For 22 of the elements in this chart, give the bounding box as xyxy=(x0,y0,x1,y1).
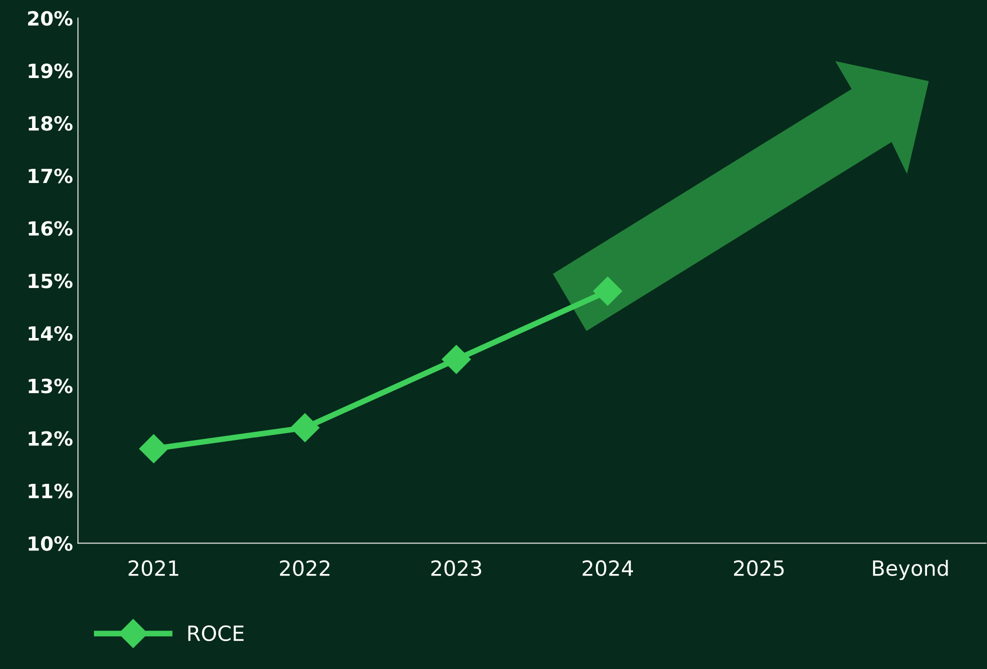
y-tick-label: 20% xyxy=(28,11,72,26)
y-tick-label: 13% xyxy=(28,378,72,394)
y-tick-label: 12% xyxy=(28,431,72,446)
y-tick-label: 10% xyxy=(28,536,72,551)
point xyxy=(290,413,320,442)
x-tick-label: 2025 xyxy=(734,560,784,576)
y-tick-label: 15% xyxy=(28,274,72,288)
y-tick-label: 11% xyxy=(28,484,72,498)
x-tick-label: 2021 xyxy=(128,560,178,576)
x-tick-label: 2024 xyxy=(582,560,634,576)
y-tick-label: 16% xyxy=(28,221,72,236)
y-tick-label: 19% xyxy=(28,64,72,78)
y-tick-label: 14% xyxy=(28,326,72,341)
legend-label: ROCE xyxy=(188,625,244,642)
x-tick-label: 2023 xyxy=(431,560,482,576)
point xyxy=(139,434,168,464)
x-tick-label: Beyond xyxy=(873,560,948,580)
x-tick-label: 2022 xyxy=(280,560,330,576)
point xyxy=(593,276,622,306)
y-tick-label: 18% xyxy=(28,116,72,131)
y-tick-label: 17% xyxy=(28,168,72,184)
point xyxy=(442,344,471,374)
